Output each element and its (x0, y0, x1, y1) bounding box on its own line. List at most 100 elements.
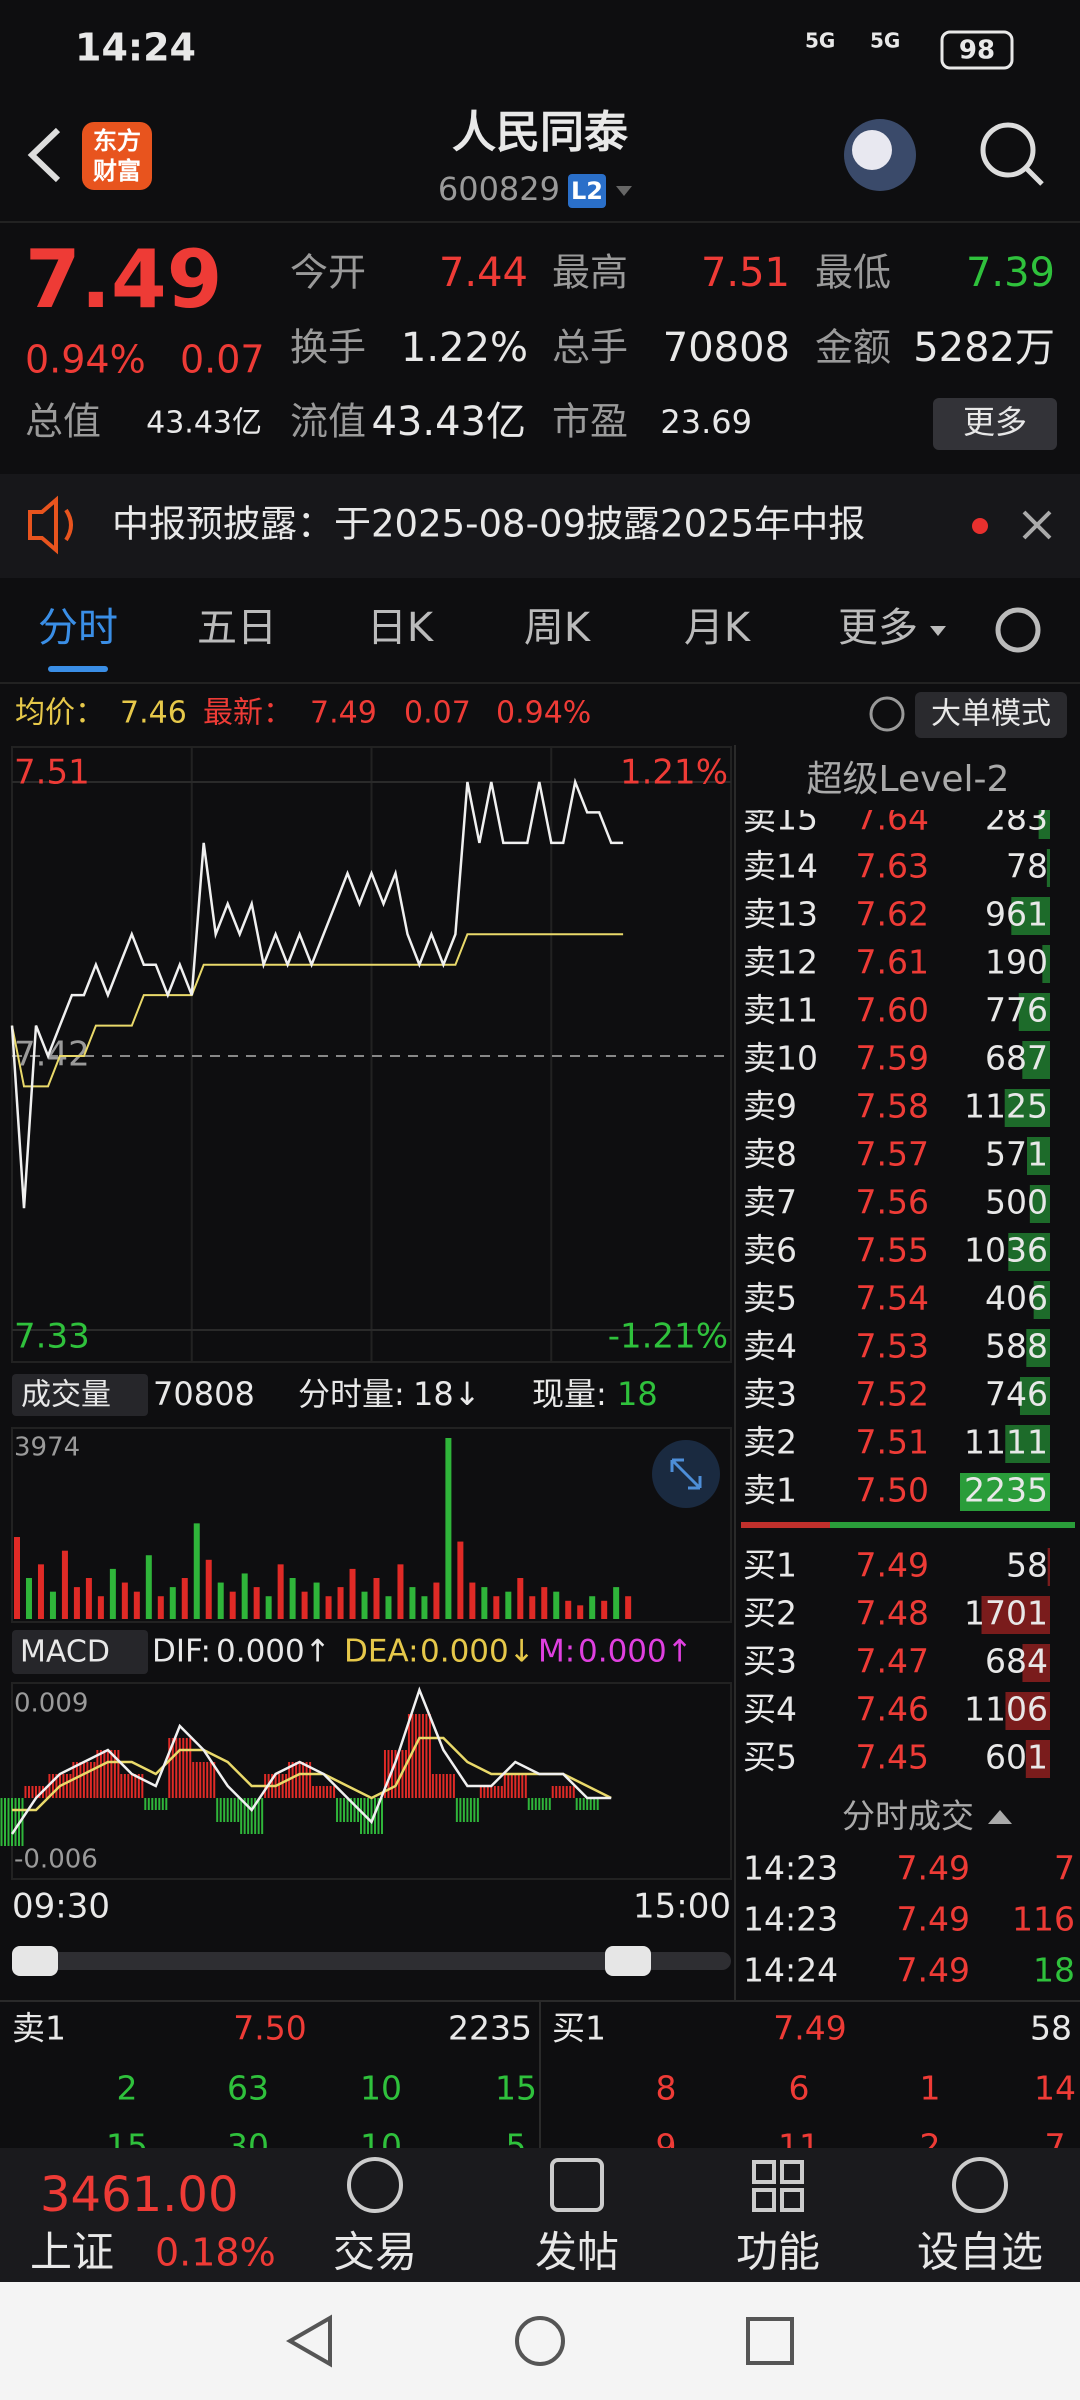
volume-bar (1025, 1740, 1050, 1778)
nav-home[interactable] (515, 2316, 565, 2366)
index-name: 上证 (30, 2228, 114, 2277)
battery-level: 98 (959, 36, 995, 66)
tab[interactable]: 分时 (38, 605, 118, 651)
queue-volume: 10 (360, 2069, 402, 2108)
volume-bar (1019, 1377, 1050, 1415)
trade-icon[interactable] (347, 2157, 403, 2213)
book-volume: 687 (985, 1039, 1048, 1078)
book-label: 卖14 (743, 847, 818, 886)
help-icon[interactable] (869, 696, 905, 732)
tab[interactable]: 日K (367, 605, 435, 651)
dif-value: 0.000↑ (216, 1634, 331, 1670)
logo (82, 122, 152, 190)
pct-bottom: -1.21% (608, 1317, 728, 1357)
nav-item[interactable]: 功能 (736, 2228, 820, 2277)
scroll-track (12, 1952, 731, 1970)
settings-button[interactable] (995, 607, 1041, 653)
nav-back[interactable] (285, 2314, 332, 2368)
book-label: 卖1 (743, 1471, 797, 1510)
bottom-nav (0, 2148, 1080, 2282)
macd-selector[interactable] (12, 1630, 148, 1674)
more-button[interactable] (933, 398, 1057, 450)
tab[interactable]: 五日 (197, 605, 277, 651)
tab[interactable]: 更多 (838, 605, 918, 651)
book-label: 买4 (743, 1690, 797, 1729)
scroll-handle-left[interactable] (12, 1946, 58, 1976)
volume-bar (61, 1550, 68, 1619)
book-price: 7.50 (856, 1471, 929, 1510)
back-button[interactable] (27, 127, 61, 183)
ask-label: 卖1 (12, 2009, 66, 2048)
info-avg-label: 均价： (15, 696, 105, 731)
book-label: 卖9 (743, 1087, 797, 1126)
field-label: 换手 (290, 326, 366, 370)
queue-volume: 1 (920, 2069, 941, 2108)
tab[interactable]: 月K (684, 605, 752, 651)
bid-label: 买1 (552, 2009, 606, 2048)
volume-bar (541, 1587, 548, 1619)
function-icon[interactable] (752, 2160, 776, 2184)
tick-volume: 18↓ (413, 1375, 481, 1413)
field-value: 43.43亿 (146, 406, 262, 441)
tab[interactable]: 周K (524, 605, 592, 651)
stock-code: 600829 (438, 170, 560, 208)
nav-item[interactable]: 发帖 (535, 2228, 619, 2277)
volume-bar (1042, 945, 1050, 983)
notice-text: 中报预披露：于2025-08-09披露2025年中报 (112, 503, 865, 546)
post-icon[interactable] (550, 2158, 604, 2212)
book-volume: 601 (985, 1738, 1048, 1777)
mode-button-text: 大单模式 (931, 697, 1051, 732)
notice-bar[interactable] (0, 474, 1080, 578)
book-label: 卖5 (743, 1279, 797, 1318)
book-volume: 406 (985, 1279, 1048, 1318)
volume-bar (1004, 1089, 1050, 1127)
nav-item[interactable]: 设自选 (917, 2228, 1043, 2277)
book-label: 卖7 (743, 1183, 797, 1222)
volume-bar (445, 1438, 452, 1619)
volume-bar (25, 1578, 32, 1619)
volume-bar (385, 1596, 392, 1619)
now-volume: 18 (617, 1375, 658, 1413)
volume-bar (157, 1596, 164, 1619)
volume-bar (73, 1587, 80, 1619)
volume-bar (1027, 1137, 1050, 1175)
volume-bar (121, 1582, 128, 1619)
queue-volume: 8 (656, 2069, 677, 2108)
nav-recent[interactable] (746, 2317, 794, 2365)
avatar-face (852, 130, 892, 170)
info-change: 0.07 (404, 696, 471, 731)
mode-button[interactable] (915, 692, 1067, 738)
info-avg: 7.46 (120, 696, 187, 731)
volume-bar (421, 1596, 428, 1619)
close-notice[interactable] (1022, 510, 1052, 540)
volume-bar (625, 1596, 632, 1619)
x-tick-label: 15:00 (633, 1887, 731, 1927)
book-volume: 1106 (964, 1690, 1048, 1729)
volume-bar (1033, 1281, 1050, 1319)
scroll-handle-right[interactable] (605, 1946, 651, 1976)
book-volume: 1125 (964, 1087, 1048, 1126)
volume-bar (169, 1587, 176, 1619)
volume-bar (1008, 1233, 1050, 1271)
search-button[interactable] (980, 122, 1036, 178)
info-latest-label: 最新： (203, 696, 293, 731)
book-volume: 746 (985, 1375, 1048, 1414)
watchlist-icon[interactable] (952, 2157, 1008, 2213)
book-price: 7.52 (856, 1375, 929, 1414)
book-volume: 588 (985, 1327, 1048, 1366)
macd-tick-label: 0.009 (14, 1689, 88, 1719)
volume-bar (529, 1596, 536, 1619)
volume-bar (457, 1541, 464, 1619)
field-value: 7.39 (966, 250, 1055, 296)
dea-label: DEA: (344, 1634, 419, 1670)
volume-bar (49, 1591, 56, 1619)
book-price: 7.47 (856, 1642, 929, 1681)
field-label: 金额 (815, 326, 891, 370)
nav-item[interactable]: 交易 (333, 2228, 417, 2277)
book-volume: 571 (985, 1135, 1048, 1174)
volume-selector[interactable] (12, 1374, 148, 1416)
function-icon (780, 2160, 804, 2184)
book-volume: 2235 (964, 1471, 1048, 1510)
trade-time: 14:24 (743, 1951, 838, 1990)
volume-bar (193, 1523, 200, 1619)
